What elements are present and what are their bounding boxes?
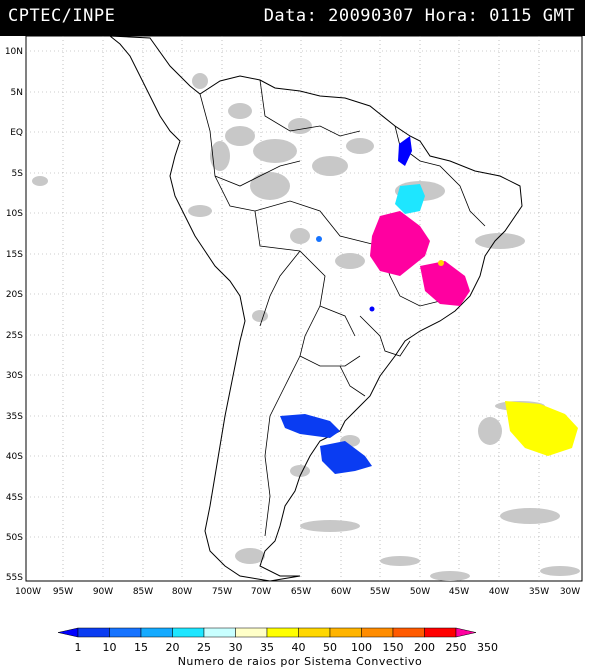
lat-label: 5N (11, 88, 23, 98)
lon-label: 50W (410, 587, 430, 596)
lat-label: 55S (6, 573, 23, 583)
colorbar-title: Numero de raios por Sistema Convectivo (177, 655, 423, 668)
colorbar-swatch (329, 627, 362, 638)
colorbar-labels: 1 10 15 20 25 30 35 40 50 100 150 200 250 350 (75, 641, 499, 654)
storm-magenta-east (420, 261, 470, 306)
colorbar-swatches (58, 627, 477, 638)
source-label: CPTEC/INPE (8, 6, 116, 26)
colorbar-label: 150 (383, 641, 404, 654)
lon-label: 85W (133, 587, 153, 596)
lat-label: 35S (6, 412, 23, 422)
colorbar-label: 100 (351, 641, 372, 654)
colorbar-swatch (235, 627, 268, 638)
lon-label: 80W (172, 587, 192, 596)
storm-blue-tiny (369, 306, 375, 312)
colorbar-swatch (424, 627, 457, 638)
colorbar-label: 30 (229, 641, 243, 654)
lon-label: 65W (291, 587, 311, 596)
lat-label: 20S (6, 290, 23, 300)
latitude-labels: 10N 5N EQ 5S 10S 15S 20S 25S 30S 35S 40S… (5, 47, 23, 583)
storm-blue-south-2 (320, 441, 372, 474)
colorbar-swatch (172, 627, 205, 638)
colorbar-arrow-left (58, 627, 79, 638)
map-frame (25, 36, 583, 582)
cloud-cover (32, 73, 580, 581)
lon-label: 70W (251, 587, 271, 596)
lat-label: EQ (10, 128, 23, 138)
lon-label: 75W (212, 587, 232, 596)
storm-cyan (395, 184, 425, 214)
lon-label: 30W (560, 587, 580, 596)
colorbar-label: 10 (103, 641, 117, 654)
colorbar-swatch (109, 627, 142, 638)
lon-label: 95W (53, 587, 73, 596)
colorbar-arrow-right (455, 627, 477, 638)
colorbar-swatch (77, 627, 110, 638)
lat-label: 5S (12, 169, 24, 179)
lon-label: 90W (93, 587, 113, 596)
colorbar-label: 15 (134, 641, 148, 654)
storm-magenta-west (370, 211, 430, 276)
title-bar: CPTEC/INPE Data: 20090307 Hora: 0115 GMT (0, 0, 585, 36)
lat-label: 10N (5, 47, 23, 57)
lat-label: 40S (6, 452, 23, 462)
lightning-map: 10N 5N EQ 5S 10S 15S 20S 25S 30S 35S 40S… (5, 36, 583, 596)
lon-label: 60W (331, 587, 351, 596)
colorbar-swatch (203, 627, 236, 638)
lat-label: 30S (6, 371, 23, 381)
colorbar-swatch (266, 627, 299, 638)
lon-label: 35W (529, 587, 549, 596)
colorbar-label: 20 (166, 641, 180, 654)
lon-label: 40W (489, 587, 509, 596)
storm-blue-south-1 (280, 414, 340, 438)
lat-label: 25S (6, 331, 23, 341)
continent-coastline (109, 36, 523, 582)
colorbar-label: 25 (197, 641, 211, 654)
lat-label: 50S (6, 533, 23, 543)
lon-label: 100W (15, 587, 41, 596)
storm-blue-north (398, 136, 412, 166)
colorbar-label: 250 (446, 641, 467, 654)
colorbar-label: 200 (414, 641, 435, 654)
colorbar-swatch (392, 627, 425, 638)
colorbar-label: 350 (477, 641, 498, 654)
storm-yellow-small (438, 260, 444, 266)
lat-label: 15S (6, 250, 23, 260)
storm-blue-small (316, 236, 322, 242)
colorbar-label: 50 (323, 641, 337, 654)
lat-label: 45S (6, 493, 23, 503)
lat-label: 10S (6, 209, 23, 219)
colorbar: 1 10 15 20 25 30 35 40 50 100 150 200 250 350 (58, 627, 499, 654)
colorbar-swatch (140, 627, 173, 638)
datetime-label: Data: 20090307 Hora: 0115 GMT (263, 6, 575, 26)
storm-yellow-ocean (505, 401, 578, 456)
lon-label: 55W (370, 587, 390, 596)
lon-label: 45W (449, 587, 469, 596)
graticule (26, 36, 582, 581)
colorbar-swatch (298, 627, 331, 638)
longitude-labels: 100W 95W 90W 85W 80W 75W 70W 65W 60W 55W… (15, 587, 580, 596)
colorbar-swatch (361, 627, 394, 638)
colorbar-label: 35 (260, 641, 274, 654)
storm-systems (280, 136, 578, 474)
colorbar-label: 40 (292, 641, 306, 654)
colorbar-label: 1 (75, 641, 82, 654)
